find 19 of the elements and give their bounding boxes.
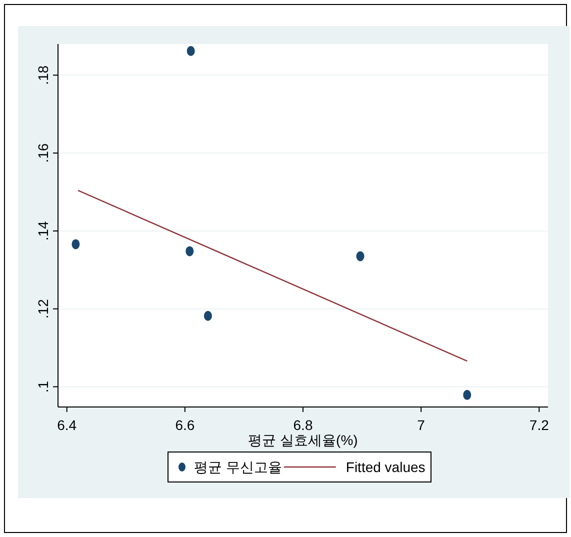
x-tick-label: 6.8 [293,417,313,433]
x-tick-label: 7.2 [529,417,550,433]
y-tick-label: .18 [35,65,51,85]
point [463,390,472,400]
point [204,310,212,321]
y-tick-label: .12 [35,298,51,319]
y-tick-label: .1 [35,380,51,393]
x-tick-label: 6.6 [175,417,195,433]
point [186,46,195,56]
point [186,246,194,256]
x-tick-label: 7 [417,417,426,433]
legend-label: Fitted values [346,459,426,475]
x-axis-title: 평균 실효세율(%) [248,432,358,448]
point [356,251,364,262]
x-tick-label: 6.4 [57,417,77,433]
legend-label: 평균 무신고율 [194,459,282,475]
y-tick-label: .14 [35,221,51,241]
y-tick-label: .16 [35,143,51,163]
point [72,239,80,250]
